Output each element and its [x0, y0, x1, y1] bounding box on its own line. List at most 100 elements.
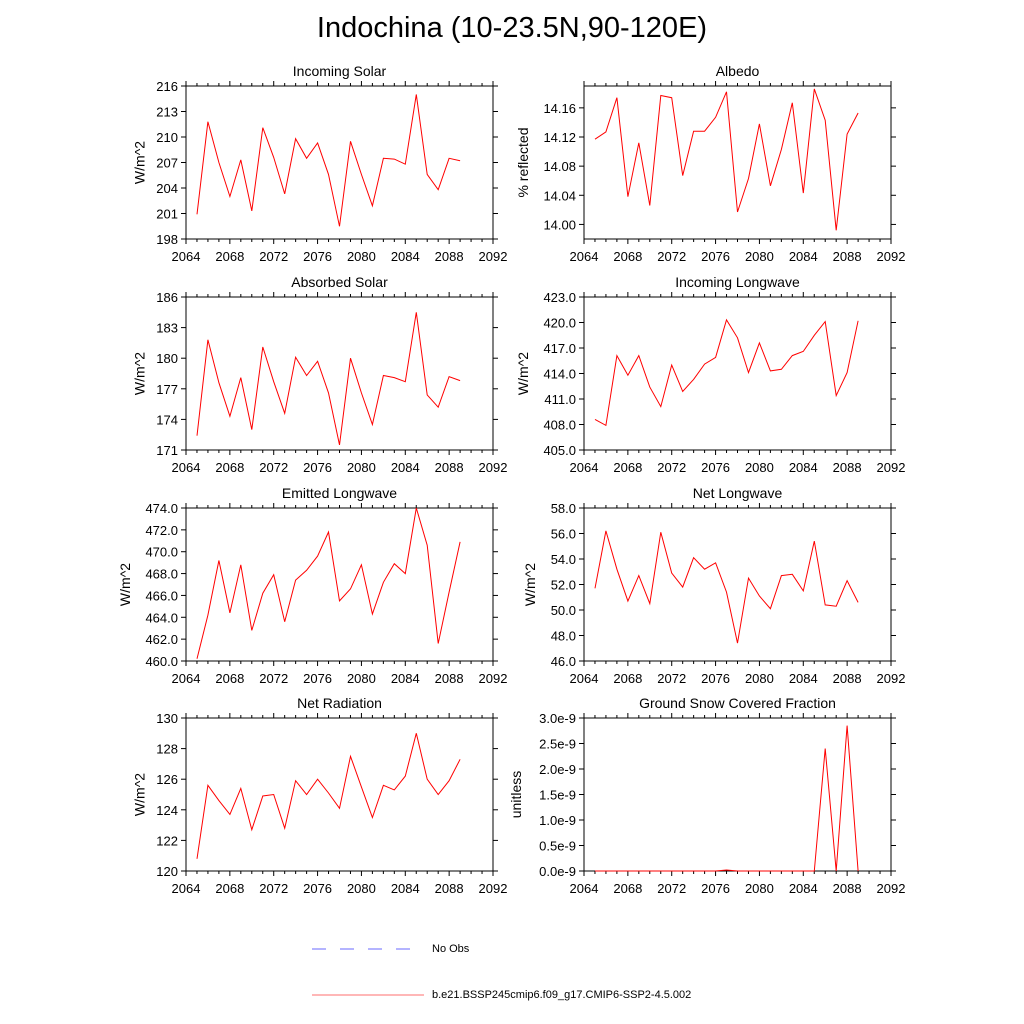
y-tick-label: 411.0 [544, 392, 576, 407]
y-tick-label: 58.0 [551, 501, 576, 516]
plot-frame [185, 296, 494, 451]
x-tick-label: 2088 [833, 249, 862, 264]
x-tick-label: 2092 [877, 460, 906, 475]
x-tick-label: 2092 [877, 881, 906, 896]
y-tick-label: 0.5e-9 [539, 839, 576, 854]
x-tick-label: 2092 [877, 671, 906, 686]
x-tick-label: 2076 [701, 460, 730, 475]
plot-frame [185, 85, 494, 240]
series-line [594, 88, 859, 231]
y-tick-label: 470.0 [145, 545, 178, 560]
y-tick-label: 128 [156, 742, 178, 757]
plot-frame [185, 717, 494, 872]
x-tick-label: 2080 [347, 460, 376, 475]
y-tick-label: 56.0 [551, 527, 576, 542]
x-tick-label: 2076 [303, 249, 332, 264]
x-tick-label: 2088 [435, 460, 464, 475]
y-tick-label: 14.12 [543, 130, 576, 145]
x-tick-label: 2068 [613, 671, 642, 686]
x-tick-label: 2092 [479, 460, 508, 475]
x-tick-label: 2072 [657, 881, 686, 896]
y-tick-label: 120 [156, 864, 178, 879]
series-line [595, 725, 859, 872]
y-tick-label: 126 [156, 772, 178, 787]
x-tick-label: 2076 [303, 881, 332, 896]
x-tick-label: 2088 [833, 881, 862, 896]
plot-frame [583, 296, 892, 451]
x-tick-label: 2068 [613, 249, 642, 264]
y-tick-label: 2.0e-9 [539, 762, 576, 777]
x-tick-label: 2088 [833, 671, 862, 686]
y-tick-label: 130 [156, 711, 178, 726]
chart-panel: Absorbed Solar 2064 2068 2072 2076 2080 2084 20… [131, 274, 507, 475]
y-tick-label: 14.16 [543, 101, 576, 116]
y-axis-label: W/m^2 [522, 563, 538, 606]
chart-panel: Ground Snow Covered Fraction 2064 2068 2072… [508, 695, 906, 896]
y-tick-label: 408.0 [543, 418, 576, 433]
x-tick-label: 2080 [745, 460, 774, 475]
y-tick-label: 0.0e-9 [539, 864, 576, 879]
y-tick-label: 207 [156, 156, 178, 171]
panel-title: Net Longwave [693, 485, 783, 501]
x-tick-label: 2084 [391, 671, 420, 686]
x-tick-label: 2076 [701, 881, 730, 896]
y-tick-label: 420.0 [543, 316, 576, 331]
x-tick-label: 2080 [745, 881, 774, 896]
chart-panel: Emitted Longwave 2064 2068 2072 2076 2080 2084… [117, 485, 507, 686]
x-tick-label: 2076 [701, 671, 730, 686]
x-tick-label: 2084 [789, 460, 818, 475]
y-tick-label: 14.00 [543, 217, 576, 232]
y-axis-label: W/m^2 [131, 141, 147, 184]
x-tick-label: 2072 [259, 249, 288, 264]
x-tick-label: 2068 [215, 460, 244, 475]
x-tick-label: 2092 [479, 671, 508, 686]
chart-panel: Net Radiation 2064 2068 2072 2076 2080 2084 208… [131, 695, 507, 896]
x-tick-label: 2072 [259, 881, 288, 896]
x-tick-label: 2072 [259, 460, 288, 475]
x-tick-label: 2064 [172, 249, 201, 264]
x-tick-label: 2064 [172, 671, 201, 686]
plot-frame [583, 85, 892, 240]
legend-obs-label: No Obs [432, 943, 470, 955]
x-tick-label: 2068 [215, 881, 244, 896]
y-tick-label: 405.0 [543, 443, 576, 458]
y-tick-label: 1.0e-9 [539, 813, 576, 828]
x-tick-label: 2076 [701, 249, 730, 264]
x-tick-label: 2076 [303, 460, 332, 475]
x-tick-label: 2092 [479, 881, 508, 896]
y-tick-label: 414.0 [543, 367, 576, 382]
y-tick-label: 171 [156, 443, 178, 458]
panel-title: Albedo [716, 63, 760, 79]
y-tick-label: 201 [156, 207, 178, 222]
chart-panel: Incoming Solar 2064 2068 2072 2076 2080 2084 20… [131, 63, 507, 264]
x-tick-label: 2092 [479, 249, 508, 264]
x-tick-label: 2084 [391, 460, 420, 475]
figure-title: Indochina (10-23.5N,90-120E) [316, 12, 708, 44]
y-tick-label: 14.04 [543, 188, 576, 203]
y-axis-label: W/m^2 [515, 352, 531, 395]
y-tick-label: 177 [156, 382, 178, 397]
legend-model-line [312, 994, 424, 996]
x-tick-label: 2080 [745, 671, 774, 686]
panel-title: Incoming Solar [293, 63, 387, 79]
y-axis-label: W/m^2 [131, 352, 147, 395]
y-tick-label: 180 [156, 351, 178, 366]
chart-panel: Incoming Longwave 2064 2068 2072 2076 2080 208… [515, 274, 905, 475]
y-tick-label: 472.0 [145, 523, 178, 538]
series-line [196, 733, 461, 859]
y-tick-label: 3.0e-9 [539, 711, 576, 726]
x-tick-label: 2084 [391, 249, 420, 264]
chart-panel: Albedo 2064 2068 2072 2076 2080 2084 2088 2092 14… [515, 63, 905, 264]
x-tick-label: 2068 [215, 249, 244, 264]
x-tick-label: 2072 [657, 460, 686, 475]
x-tick-label: 2064 [570, 881, 599, 896]
x-tick-label: 2072 [657, 249, 686, 264]
x-tick-label: 2084 [789, 249, 818, 264]
x-tick-label: 2072 [259, 671, 288, 686]
chart-panel: Net Longwave 2064 2068 2072 2076 2080 2084 2088… [522, 485, 905, 686]
legend-obs-line [312, 948, 422, 950]
x-tick-label: 2064 [570, 460, 599, 475]
x-tick-label: 2064 [172, 881, 201, 896]
x-tick-label: 2088 [435, 671, 464, 686]
y-tick-label: 54.0 [551, 552, 576, 567]
